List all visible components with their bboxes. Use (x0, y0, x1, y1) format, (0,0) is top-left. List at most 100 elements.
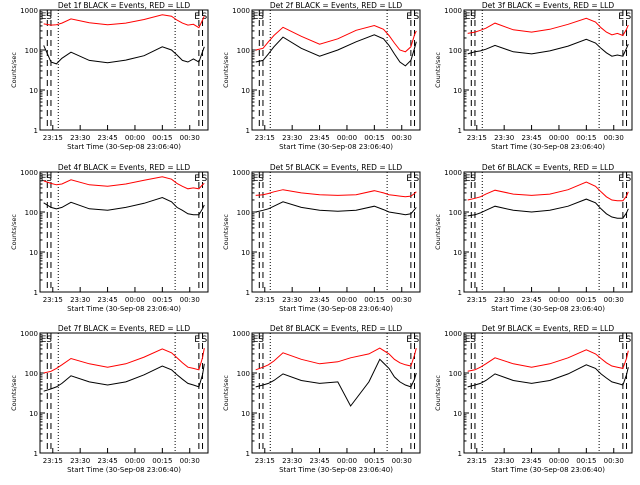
y-tick-label: 1 (246, 127, 250, 135)
x-axis-label: Start Time (30-Sep-08 23:06:40) (491, 466, 605, 474)
x-tick-label: 23:30 (282, 457, 302, 465)
x-tick-label: 00:30 (392, 134, 412, 142)
y-tick-label: 10 (29, 87, 38, 95)
panel-title: Det 9f BLACK = Events, RED = LLD (482, 324, 615, 333)
series-lld-line (43, 348, 205, 374)
x-tick-label: 00:00 (549, 134, 569, 142)
plot-frame (39, 9, 209, 131)
x-tick-label: 23:45 (521, 457, 541, 465)
x-tick-label: 00:30 (604, 134, 624, 142)
x-tick-label: 00:30 (180, 134, 200, 142)
series-lld-line (255, 189, 417, 198)
x-tick-label: 23:15 (43, 134, 63, 142)
y-tick-label: 1 (246, 450, 250, 458)
y-tick-label: 10 (241, 249, 250, 257)
y-tick-label: 10 (29, 410, 38, 418)
x-axis-label: Start Time (30-Sep-08 23:06:40) (279, 305, 393, 313)
marker-letter: E (41, 335, 47, 345)
x-tick-label: 00:15 (364, 296, 384, 304)
detector-panel: Det 7f BLACK = Events, RED = LLD 1 10 100 10… (10, 324, 209, 474)
marker-letter: E (41, 174, 47, 184)
x-tick-label: 00:00 (125, 457, 145, 465)
detector-panel: Det 6f BLACK = Events, RED = LLD 1 10 100 10… (434, 163, 633, 313)
series-events-line (467, 364, 629, 388)
y-axis-label: Counts/sec (10, 52, 18, 88)
marker-letter: E (406, 12, 412, 22)
y-tick-label: 10 (29, 249, 38, 257)
marker-letter: S (201, 335, 207, 345)
y-tick-label: 1000 (20, 330, 38, 338)
x-tick-label: 23:30 (70, 457, 90, 465)
y-tick-label: 100 (25, 370, 38, 378)
x-tick-label: 00:00 (549, 296, 569, 304)
x-tick-label: 00:30 (604, 296, 624, 304)
y-tick-label: 1000 (444, 7, 462, 15)
marker-letter: S (625, 12, 631, 22)
plot-frame (251, 9, 421, 131)
x-tick-label: 00:00 (125, 296, 145, 304)
marker-letter: E (194, 12, 200, 22)
x-tick-label: 00:15 (576, 296, 596, 304)
panel-title: Det 4f BLACK = Events, RED = LLD (58, 163, 191, 172)
x-tick-label: 00:30 (392, 457, 412, 465)
x-tick-label: 00:00 (549, 457, 569, 465)
x-axis-label: Start Time (30-Sep-08 23:06:40) (491, 305, 605, 313)
x-tick-label: 00:30 (180, 457, 200, 465)
marker-letter: E (618, 335, 624, 345)
x-tick-label: 23:45 (309, 457, 329, 465)
x-tick-label: 23:15 (43, 457, 63, 465)
y-axis-label: Counts/sec (434, 375, 442, 411)
x-tick-label: 23:30 (494, 457, 514, 465)
y-tick-label: 100 (25, 209, 38, 217)
x-tick-label: 00:00 (337, 457, 357, 465)
series-lld-line (467, 349, 629, 372)
detector-panel: Det 3f BLACK = Events, RED = LLD 1 10 100 10… (434, 1, 633, 151)
y-tick-label: 1 (34, 289, 38, 297)
series-lld-line (467, 17, 629, 37)
x-tick-label: 00:15 (576, 134, 596, 142)
x-tick-label: 00:00 (337, 296, 357, 304)
detector-panel: Det 4f BLACK = Events, RED = LLD 1 10 100 10… (10, 163, 209, 313)
x-tick-label: 23:30 (282, 134, 302, 142)
plot-frame (463, 171, 633, 293)
y-tick-label: 10 (241, 410, 250, 418)
x-tick-label: 23:45 (521, 296, 541, 304)
x-tick-label: 23:30 (282, 296, 302, 304)
marker-letter: S (625, 335, 631, 345)
marker-letter: E (465, 12, 471, 22)
x-axis-label: Start Time (30-Sep-08 23:06:40) (279, 466, 393, 474)
detector-panel: Det 8f BLACK = Events, RED = LLD 1 10 100 10… (222, 324, 421, 474)
x-tick-label: 23:30 (494, 134, 514, 142)
series-lld-line (467, 181, 629, 202)
x-tick-label: 23:45 (97, 296, 117, 304)
x-tick-label: 00:15 (152, 296, 172, 304)
series-lld-line (43, 176, 205, 190)
y-axis-label: Counts/sec (222, 214, 230, 250)
y-tick-label: 100 (237, 209, 250, 217)
series-events-line (255, 201, 417, 216)
y-axis-label: Counts/sec (222, 375, 230, 411)
x-tick-label: 23:30 (70, 134, 90, 142)
marker-letter: E (618, 174, 624, 184)
marker-letter: S (201, 174, 207, 184)
plot-frame (39, 171, 209, 293)
x-axis-label: Start Time (30-Sep-08 23:06:40) (279, 143, 393, 151)
x-tick-label: 23:15 (43, 296, 63, 304)
marker-letter: E (253, 335, 259, 345)
x-tick-label: 00:15 (152, 134, 172, 142)
x-tick-label: 23:15 (467, 134, 487, 142)
x-tick-label: 23:30 (70, 296, 90, 304)
marker-letter: S (201, 12, 207, 22)
x-tick-label: 00:15 (576, 457, 596, 465)
panel-title: Det 7f BLACK = Events, RED = LLD (58, 324, 191, 333)
marker-letter: S (470, 174, 476, 184)
x-tick-label: 23:45 (309, 134, 329, 142)
x-tick-label: 23:30 (494, 296, 514, 304)
marker-letter: E (253, 174, 259, 184)
y-tick-label: 1 (458, 450, 462, 458)
panel-title: Det 1f BLACK = Events, RED = LLD (58, 1, 191, 10)
x-tick-label: 23:15 (255, 296, 275, 304)
y-tick-label: 1000 (20, 169, 38, 177)
series-events-line (467, 198, 629, 219)
